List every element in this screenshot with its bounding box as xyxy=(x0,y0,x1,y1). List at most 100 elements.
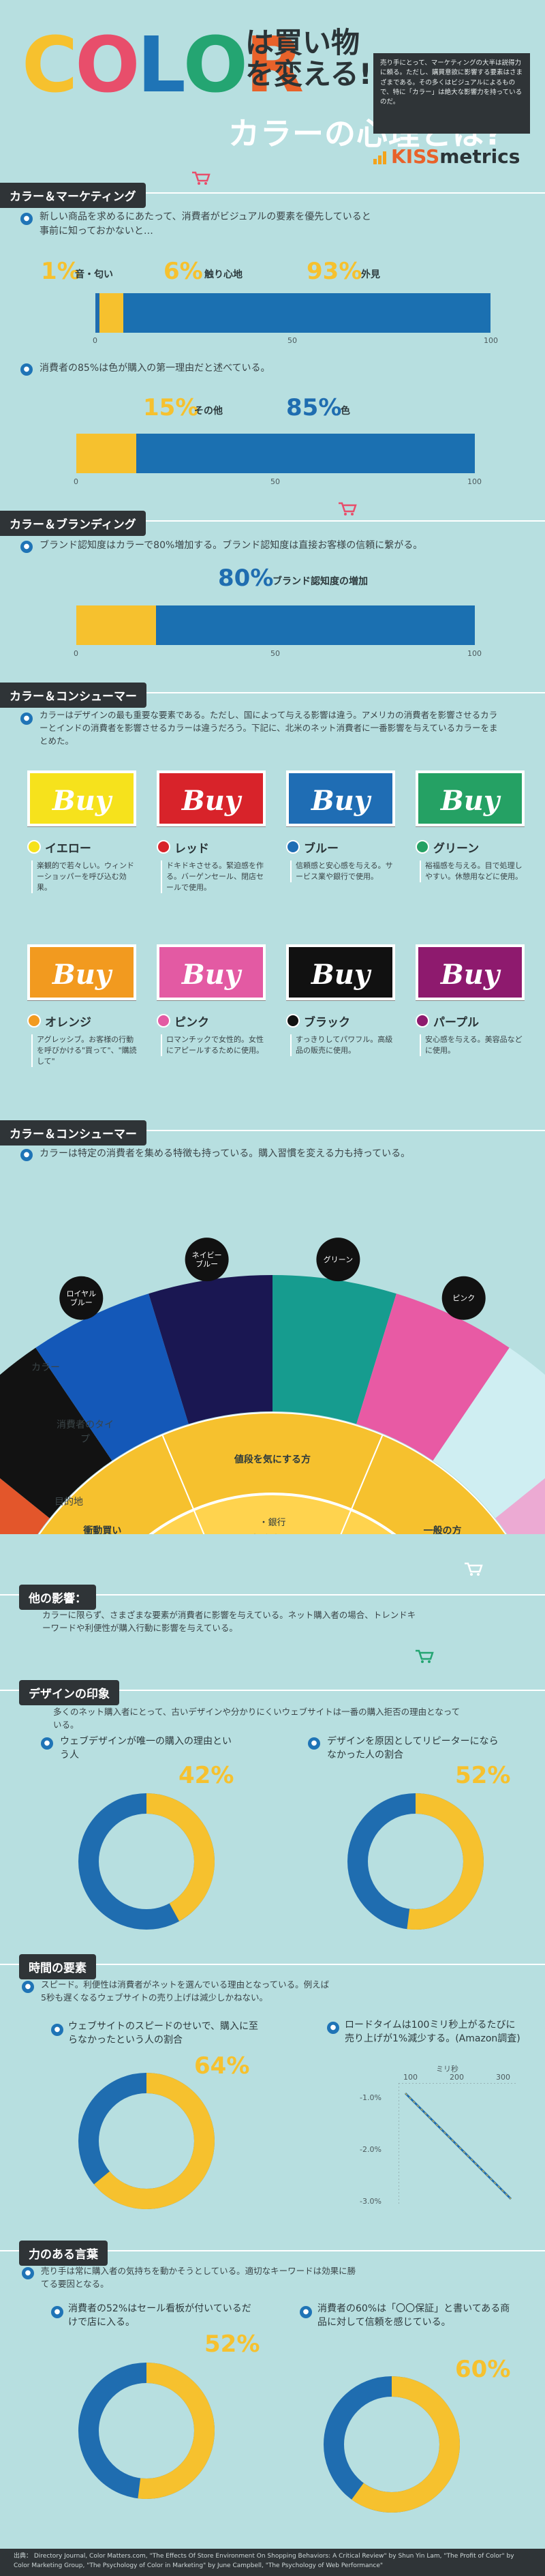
bar-segment xyxy=(136,434,475,473)
bullet-icon: ● xyxy=(20,541,33,553)
bullet-icon: ● xyxy=(22,1981,34,1993)
fan-place-label: ・銀行 xyxy=(259,1518,285,1528)
color-name: グリーン xyxy=(433,842,480,856)
design-left-pct: 42% xyxy=(178,1762,234,1789)
color-dot xyxy=(27,840,41,854)
divider xyxy=(0,1130,545,1131)
bullet-icon: ● xyxy=(327,2022,339,2034)
bullet-icon: ● xyxy=(41,1737,53,1750)
title-jp-line2: を変える! xyxy=(245,57,372,91)
color-dot xyxy=(286,840,300,854)
donut-design-left xyxy=(78,1793,215,1930)
divider xyxy=(0,1690,545,1691)
chart-y-3: -3.0% xyxy=(360,2197,382,2206)
label-look: 外見 xyxy=(361,269,380,280)
design-right-label: デザインを原因としてリピーターにならなかった人の割合 xyxy=(327,1736,499,1761)
color-name: オレンジ xyxy=(45,1016,91,1030)
axis-100: 100 xyxy=(484,336,498,345)
bar-segment xyxy=(95,293,99,333)
donut-design-right xyxy=(347,1793,484,1930)
divider xyxy=(0,520,545,522)
buy-swatch: Buy xyxy=(27,944,136,1000)
fan-color-sector xyxy=(433,1347,545,1518)
fan-label-bubble xyxy=(59,1276,104,1320)
row-label-place: 目的地 xyxy=(54,1497,83,1508)
color-desc: 楽観的で若々しい。ウィンドーショッパーを呼び込む効果。 xyxy=(31,860,139,893)
color-dot xyxy=(416,840,429,854)
axis-0: 0 xyxy=(93,336,97,345)
footer-sources: 出典： Directory Journal, Color Matters.com… xyxy=(0,2549,545,2576)
donut-value xyxy=(347,1793,484,1930)
words-left-label: 消費者の52%はセール看板が付いているだけで店に入る。 xyxy=(68,2303,251,2328)
bullet-icon: ● xyxy=(51,2306,63,2318)
words-note: 売り手は常に購入者の気持ちを動かそうとしている。適切なキーワードは効果に勝てる要… xyxy=(41,2266,356,2289)
fan-color-label: ネイビー xyxy=(192,1251,222,1260)
logo-prefix: KISS xyxy=(391,145,440,168)
bar-segment xyxy=(76,434,136,473)
title-letter: L xyxy=(137,21,185,110)
fan-color-label: ブルー xyxy=(196,1259,218,1269)
title-letter: O xyxy=(75,21,140,110)
color-desc: ドキドキさせる。緊迫感を作る。バーゲンセール、閉店セールで使用。 xyxy=(161,860,268,893)
title-letter: O xyxy=(183,21,248,110)
bullet-icon: ● xyxy=(20,1149,33,1161)
color-fan-diagram: レッドオレンジブラックロイヤルブルーネイビーブルーグリーンピンクスカイブルーロー… xyxy=(0,1238,545,1534)
label-brand: ブランド認知度の増加 xyxy=(272,576,368,587)
color-desc: 信頼感と安心感を与える。サービス業や銀行で使用。 xyxy=(290,860,398,882)
section-label-consumer2: カラー＆コンシューマー xyxy=(0,1120,146,1145)
words-right-pct: 60% xyxy=(455,2356,511,2383)
fan-color-sector xyxy=(35,1293,189,1461)
axis-50: 50 xyxy=(270,649,280,658)
divider xyxy=(0,2250,545,2251)
bullet-icon: ● xyxy=(308,1737,320,1750)
donut-words-right xyxy=(324,2376,460,2513)
row-label-type: 消費者のタイプ xyxy=(57,1420,114,1445)
bullet-icon: ● xyxy=(22,2267,34,2279)
color-name: パープル xyxy=(433,1016,479,1030)
chart-x-300: 300 xyxy=(496,2073,510,2082)
cart-icon xyxy=(416,1649,434,1663)
fan-type-label: 一般の方 xyxy=(424,1525,462,1534)
axis-50: 50 xyxy=(270,477,280,486)
color-dot xyxy=(286,1014,300,1028)
color-name: ブルー xyxy=(304,842,339,856)
design-note: 多くのネット購入者にとって、古いデザインや分かりにくいウェブサイトは一番の購入拒… xyxy=(53,1707,461,1730)
label-sound: 音・匂い xyxy=(75,269,113,280)
bullet-icon: ● xyxy=(20,363,33,376)
section-label-branding: カラー＆ブランディング xyxy=(0,511,146,536)
section-label-words: 力のある言葉 xyxy=(19,2241,108,2266)
buy-swatch: Buy xyxy=(286,770,395,826)
pct-color: 85% xyxy=(286,394,342,421)
words-right-label: 消費者の60%は「〇〇保証」と書いてある商品に対して信頼を感じている。 xyxy=(317,2303,510,2328)
line-chart-load-time xyxy=(399,2083,518,2206)
time-left-pct: 64% xyxy=(194,2052,250,2080)
fan-color-label: グリーン xyxy=(324,1255,353,1264)
fan-color-label: ブルー xyxy=(70,1298,93,1307)
cart-icon xyxy=(192,171,211,185)
buy-swatch: Buy xyxy=(157,770,266,826)
title-color-word: COLOR xyxy=(22,21,304,110)
label-color: 色 xyxy=(341,406,350,417)
donut-time-left xyxy=(78,2073,215,2209)
title-jp-line1: は買い物 xyxy=(245,26,360,59)
color-dot xyxy=(27,1014,41,1028)
color-desc: すっきりしてパワフル。高級品の販売に使用。 xyxy=(290,1034,398,1056)
design-left-label: ウェブデザインが唯一の購入の理由という人 xyxy=(60,1736,232,1761)
color-desc: ロマンチックで女性的。女性にアピールするために使用。 xyxy=(161,1034,268,1056)
fan-color-sector xyxy=(0,1347,112,1518)
buy-swatch: Buy xyxy=(286,944,395,1000)
time-left-label: ウェブサイトのスピードのせいで、購入に至らなかったという人の割合 xyxy=(68,2021,259,2046)
divider xyxy=(0,1964,545,1965)
pct-look: 93% xyxy=(307,258,362,285)
color-dot xyxy=(416,1014,429,1028)
axis-100: 100 xyxy=(467,477,482,486)
color-desc: 安心感を与える。美容品などに使用。 xyxy=(420,1034,527,1056)
fan-color-sector xyxy=(272,1275,396,1424)
color-dot xyxy=(157,1014,170,1028)
logo-suffix: metrics xyxy=(439,145,520,168)
color-dot xyxy=(157,840,170,854)
bar-segment xyxy=(123,293,490,333)
consumer2-note: カラーは特定の消費者を集める特徴も持っている。購入習慣を変える力も持っている。 xyxy=(40,1148,411,1159)
fan-label-bubble xyxy=(185,1238,229,1282)
bullet-icon: ● xyxy=(20,713,33,725)
